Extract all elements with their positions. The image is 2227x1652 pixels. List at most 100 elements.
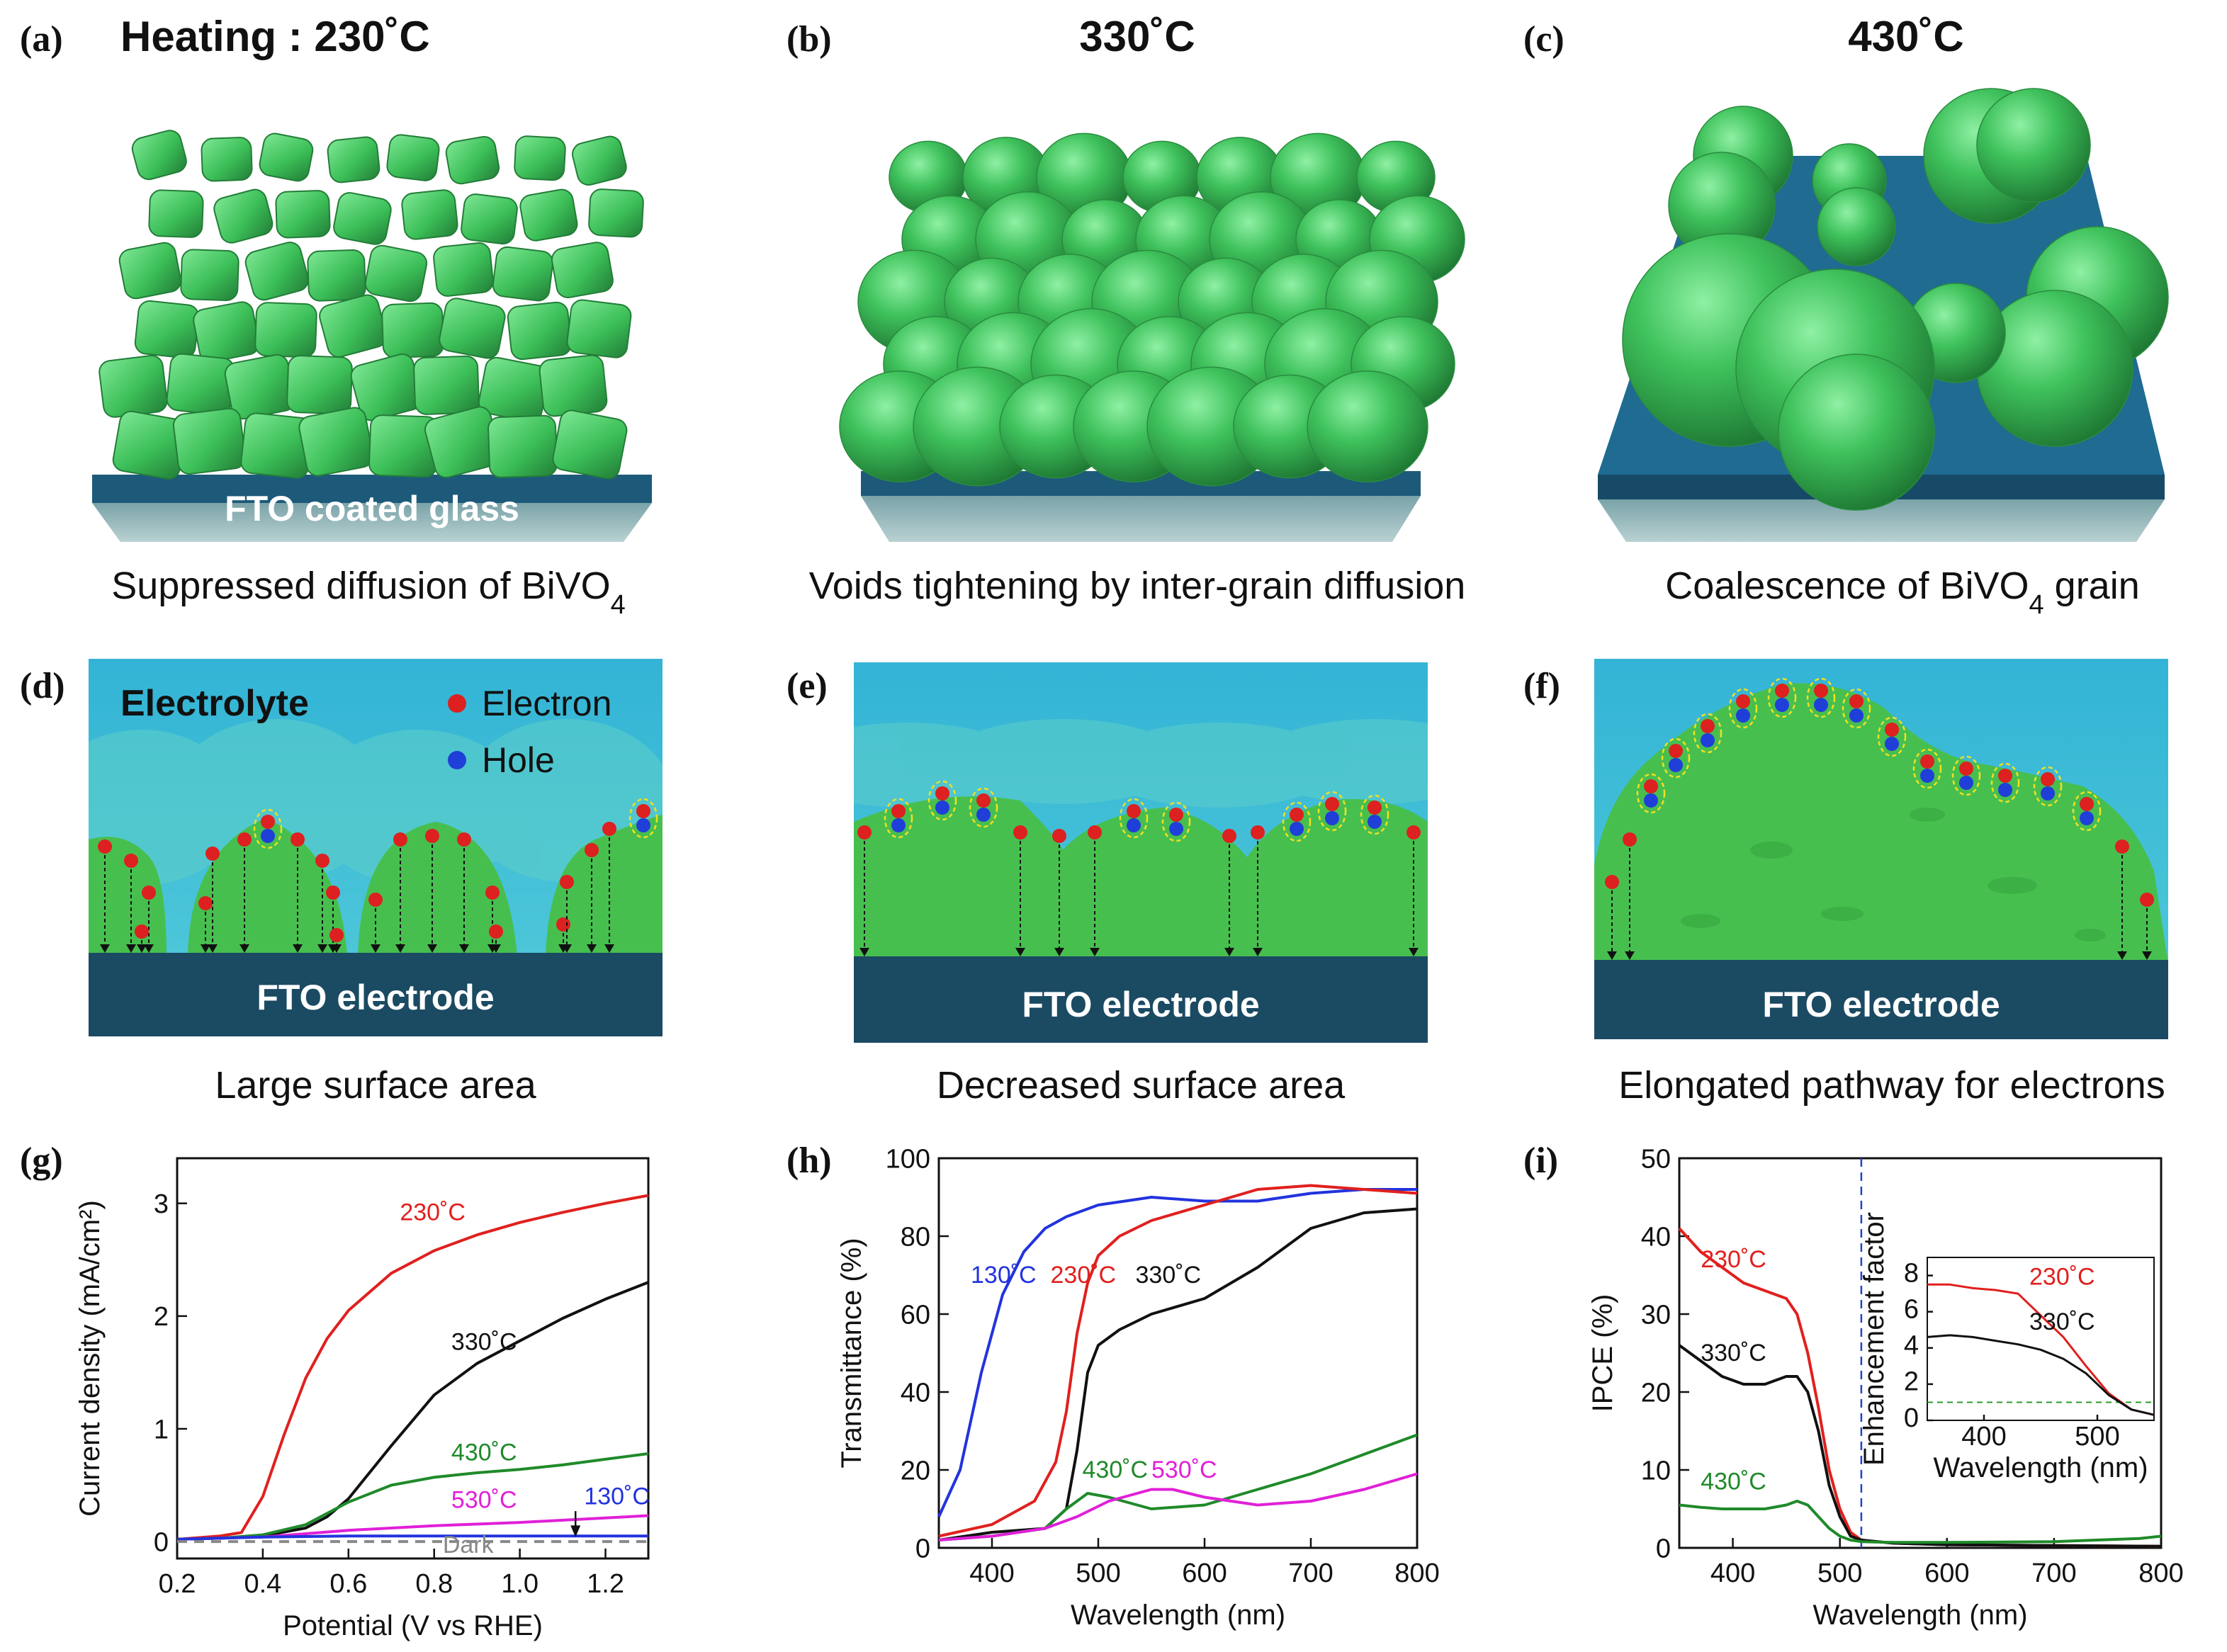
arrow-head [1625,951,1635,960]
y-tick-label: 0 [915,1534,930,1563]
series-annotation: 430˚C [1083,1456,1149,1483]
electron [891,804,906,818]
panel-f-diagram: FTO electrode [1594,659,2168,1039]
electron [1885,723,1899,737]
electron-hole-pair [2072,791,2102,832]
arrow-head [317,944,327,953]
arrow-head [587,944,597,953]
y-tick-label: 4 [1904,1331,1919,1361]
arrow-head [491,944,501,953]
grain-cube [492,246,554,302]
electron [1169,808,1183,822]
panel-b-illustration [839,132,1465,542]
arrow-head [604,944,614,953]
grain-cube [118,242,182,300]
electron [291,832,305,847]
hole [1920,769,1934,783]
series-annotation: 530˚C [1151,1456,1217,1483]
carriers-d [98,798,658,953]
electron [1605,875,1619,889]
panel-b-title: 330˚C [1079,13,1195,60]
electron-hole-pair [1877,716,1907,757]
hole [1368,815,1382,829]
grain-cube [98,355,168,418]
electron-hole-pair [1806,677,1836,718]
electron [1325,797,1339,811]
electron [1998,769,2012,783]
electron [560,875,574,889]
grain-cube [333,192,392,245]
panel-e-electrode-label: FTO electrode [1022,985,1259,1024]
electron-hole-pair [969,787,998,828]
y-tick-label: 50 [1641,1144,1671,1174]
series-annotation: 330˚C [2029,1308,2095,1335]
arrow-head [293,944,303,953]
x-tick-label: 800 [1394,1558,1439,1588]
electron-hole-pair [1842,688,1871,729]
electron [142,886,156,900]
hole [1849,708,1864,723]
y-axis-label: Transmittance (%) [836,1238,867,1468]
electron-hole-pair [1951,755,1981,796]
panel-d-letter: (d) [20,666,65,706]
grain-cube [552,409,628,480]
panel-c-caption: Coalescence of BiVO4 grain [1665,565,2140,620]
arrow-head [332,944,342,953]
y-axis-label: IPCE (%) [1587,1294,1618,1413]
substrate-label: FTO coated glass [225,489,519,528]
y-tick-label: 40 [901,1378,930,1408]
x-tick-label: 500 [1076,1558,1120,1588]
electron [1701,719,1715,733]
y-tick-label: 20 [1641,1378,1671,1408]
hole [1959,776,1973,790]
electron [2140,893,2154,907]
electron-hole-pair [253,808,283,849]
electron-hole-pair [1161,801,1191,842]
electron [457,832,471,847]
hole [1127,818,1141,832]
series-annotation: 530˚C [451,1486,517,1513]
electron [326,886,340,900]
y-tick-label: 0 [1904,1403,1919,1433]
y-tick-label: 30 [1641,1300,1671,1330]
panel-e-letter: (e) [787,666,828,706]
hole [1998,783,2012,797]
grain-cube [134,300,200,359]
carriers-e [857,780,1421,956]
hole [976,808,991,822]
electron-hole-pair [1912,748,1942,789]
grain-cube [193,301,260,363]
arrow-head [1015,948,1025,956]
electron [237,832,252,847]
hole [1169,822,1183,836]
series-annotation: 330˚C [1701,1340,1766,1367]
plot-frame [1927,1257,2155,1421]
electron [485,886,500,900]
electron [1088,825,1102,839]
hole [1644,793,1658,808]
electron [2115,839,2129,854]
grain-cube [201,137,253,182]
arrow-head [1090,948,1100,956]
series-line [176,1194,649,1541]
y-axis-label: Current density (mA/cm²) [74,1200,106,1517]
series-annotation: 230˚C [1701,1246,1766,1273]
electron [636,804,650,818]
grain-cube [172,407,246,475]
legend-electrolyte: Electrolyte [120,683,309,724]
series-line [176,1281,649,1541]
grain-cube [327,136,380,183]
panel-b-caption: Voids tightening by inter-grain diffusio… [809,565,1466,607]
grain-cube [166,353,235,416]
grain-cube [386,134,440,181]
x-axis-label: Wavelength (nm) [1933,1452,2148,1483]
hole [1814,698,1828,712]
grain-cube [519,188,578,242]
grain-cube [401,189,458,240]
electron [98,839,112,854]
x-tick-label: 400 [1710,1558,1755,1588]
electron [556,917,570,932]
arrow-head [208,944,218,953]
electron [1251,825,1265,839]
electron [1222,829,1236,843]
